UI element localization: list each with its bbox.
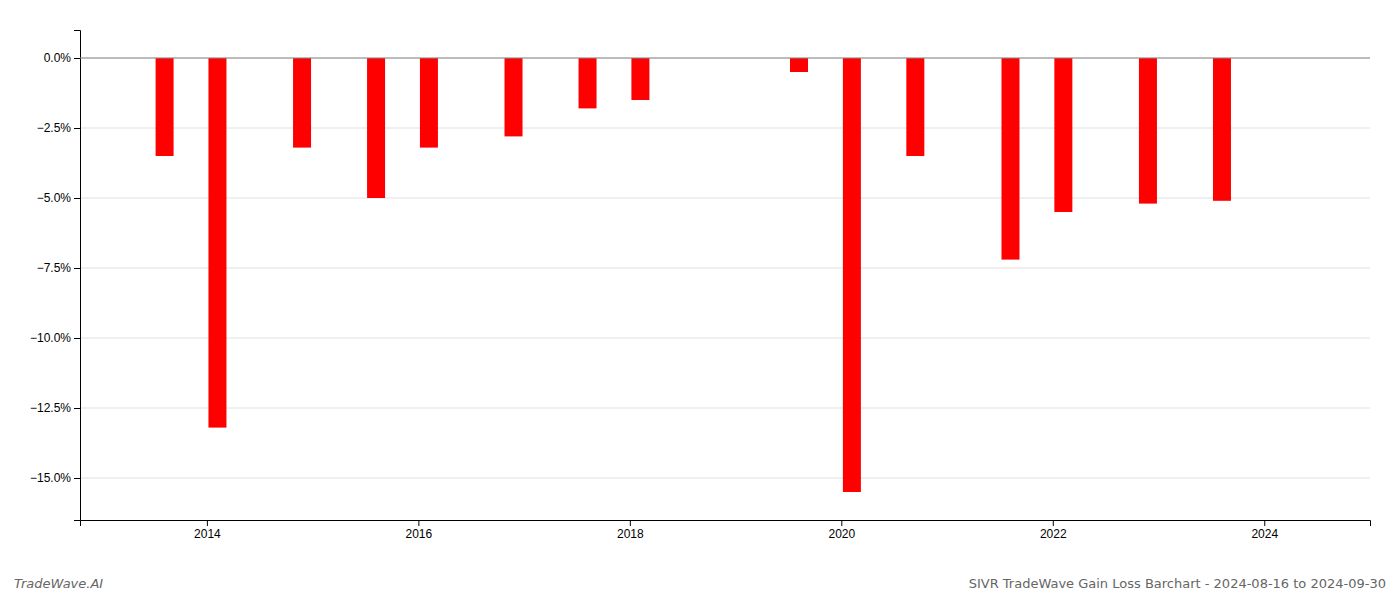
y-axis-line — [74, 31, 81, 521]
bar — [208, 58, 226, 428]
footer-right: SIVR TradeWave Gain Loss Barchart - 2024… — [969, 576, 1386, 591]
grid-line — [80, 268, 1370, 269]
y-tick-mark — [74, 408, 80, 409]
x-tick-label: 2018 — [617, 527, 644, 541]
y-tick-mark — [74, 338, 80, 339]
y-tick-mark — [74, 478, 80, 479]
y-tick: −15.0% — [30, 471, 80, 485]
y-tick-label: −12.5% — [30, 401, 71, 415]
bar — [790, 58, 808, 72]
y-tick: −2.5% — [37, 121, 80, 135]
y-tick-label: −10.0% — [30, 331, 71, 345]
x-tick-mark — [841, 520, 842, 526]
x-tick: 2016 — [406, 520, 433, 541]
y-tick-mark — [74, 268, 80, 269]
y-tick-mark — [74, 58, 80, 59]
bar — [420, 58, 438, 148]
bar — [579, 58, 597, 108]
x-tick-label: 2014 — [194, 527, 221, 541]
bar — [1001, 58, 1019, 260]
y-tick-label: −15.0% — [30, 471, 71, 485]
x-tick: 2020 — [828, 520, 855, 541]
grid — [80, 58, 1370, 478]
bar — [156, 58, 174, 156]
x-tick-label: 2024 — [1251, 527, 1278, 541]
x-tick-mark — [630, 520, 631, 526]
x-tick-label: 2020 — [828, 527, 855, 541]
y-tick-label: 0.0% — [44, 51, 72, 65]
x-axis-line — [81, 521, 1371, 527]
bar — [843, 58, 861, 492]
zero-line — [80, 58, 1370, 59]
grid-line — [80, 478, 1370, 479]
y-tick: −12.5% — [30, 401, 80, 415]
x-tick: 2014 — [194, 520, 221, 541]
grid-line — [80, 198, 1370, 199]
x-tick-mark — [1053, 520, 1054, 526]
y-axis: 0.0% −2.5% −5.0% −7.5% −10.0% −12.5% −15.0% — [30, 31, 81, 521]
bar — [631, 58, 649, 100]
y-tick: −5.0% — [37, 191, 80, 205]
y-tick-mark — [74, 198, 80, 199]
x-tick-mark — [418, 520, 419, 526]
x-tick-label: 2022 — [1040, 527, 1067, 541]
x-tick-mark — [1264, 520, 1265, 526]
x-tick-label: 2016 — [406, 527, 433, 541]
x-axis: 2014 2016 2018 2020 2022 2024 — [81, 520, 1371, 541]
x-tick: 2018 — [617, 520, 644, 541]
y-tick-mark — [74, 128, 80, 129]
bar — [1054, 58, 1072, 212]
grid-line — [80, 408, 1370, 409]
y-tick-label: −5.0% — [37, 191, 72, 205]
y-tick-label: −7.5% — [37, 261, 72, 275]
bar — [505, 58, 523, 136]
bar — [906, 58, 924, 156]
grid-line — [80, 58, 1370, 59]
bar — [1139, 58, 1157, 204]
bar — [293, 58, 311, 148]
y-tick: −10.0% — [30, 331, 80, 345]
footer-left: TradeWave.AI — [14, 576, 103, 591]
bars — [156, 58, 1231, 492]
x-tick-mark — [207, 520, 208, 526]
grid-line — [80, 128, 1370, 129]
bar — [367, 58, 385, 198]
grid-line — [80, 338, 1370, 339]
y-tick: −7.5% — [37, 261, 80, 275]
y-tick-label: −2.5% — [37, 121, 72, 135]
x-tick: 2024 — [1251, 520, 1278, 541]
bar — [1213, 58, 1231, 201]
x-tick: 2022 — [1040, 520, 1067, 541]
plot: 0.0% −2.5% −5.0% −7.5% −10.0% −12.5% −15.0% 201… — [30, 31, 1371, 541]
y-tick: 0.0% — [44, 51, 80, 65]
chart: 0.0% −2.5% −5.0% −7.5% −10.0% −12.5% −15.0% 201… — [0, 0, 1400, 600]
